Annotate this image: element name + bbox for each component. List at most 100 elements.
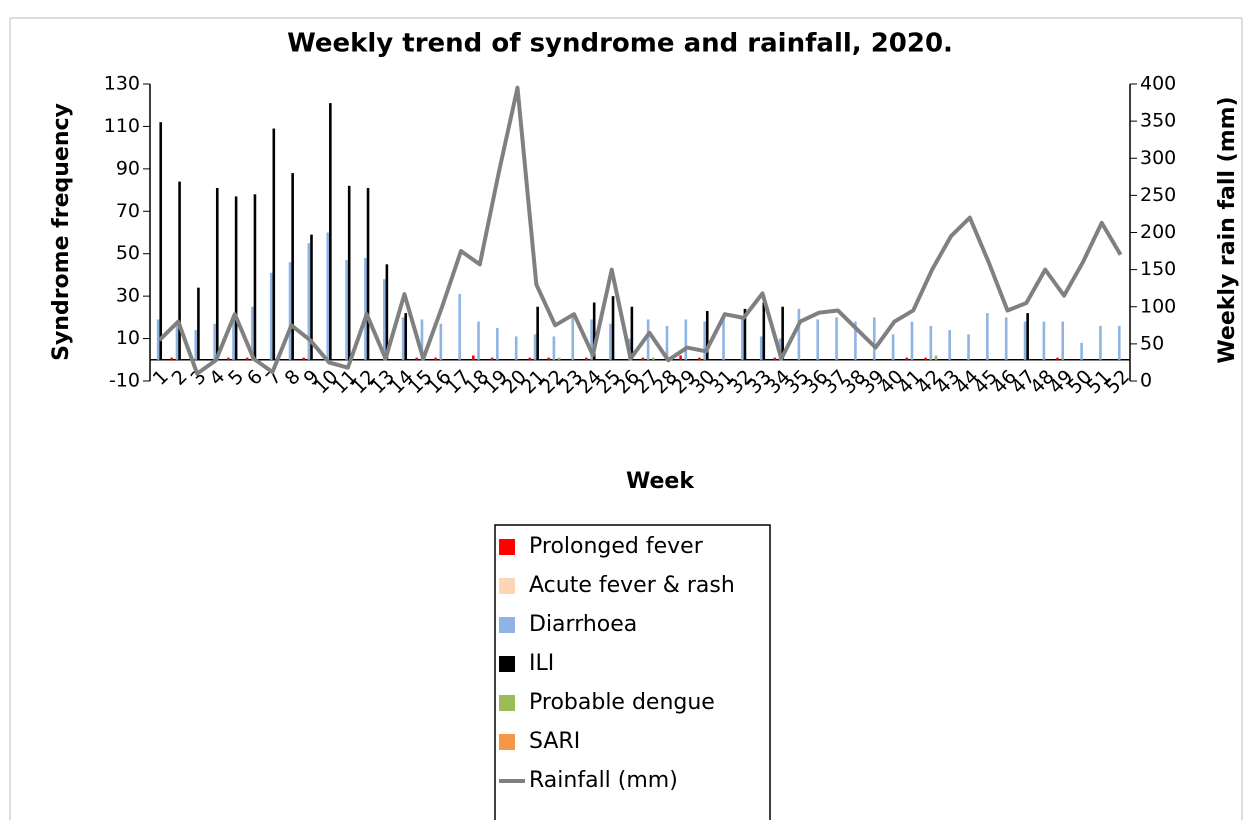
y2-tick-label: 350 <box>1140 110 1176 132</box>
bar <box>1061 321 1065 360</box>
legend-label: Prolonged fever <box>529 534 704 559</box>
bar <box>1080 342 1083 360</box>
y-tick-label: 30 <box>116 285 140 307</box>
legend-swatch <box>499 734 515 750</box>
legend-label: SARI <box>529 729 580 754</box>
bar <box>434 357 437 360</box>
bar <box>415 357 419 360</box>
bar <box>272 128 276 360</box>
bar <box>571 317 575 360</box>
bar <box>213 323 216 360</box>
bar <box>816 319 820 360</box>
bar <box>170 357 174 360</box>
bar <box>345 260 348 360</box>
y2-tick-label: 250 <box>1140 184 1176 206</box>
y-tick-label: 70 <box>116 200 140 222</box>
bar <box>366 187 370 360</box>
bar <box>364 257 367 360</box>
legend-swatch <box>499 539 515 555</box>
bar <box>251 306 254 360</box>
bar <box>245 357 249 360</box>
bar <box>703 321 706 360</box>
y-tick-label: 50 <box>116 242 140 264</box>
bar <box>404 313 408 360</box>
bar <box>490 357 494 360</box>
y-tick-label: 90 <box>116 157 140 179</box>
y-tick-label: 110 <box>104 115 140 137</box>
legend-label: Acute fever & rash <box>529 573 735 598</box>
bar <box>641 357 645 360</box>
bar <box>291 173 294 360</box>
bar <box>514 336 518 360</box>
legend-label: ILI <box>529 651 554 676</box>
bar <box>1004 317 1008 360</box>
bar <box>533 334 537 360</box>
legend-label: Rainfall (mm) <box>529 768 678 793</box>
bar <box>472 355 475 360</box>
bar <box>232 317 235 360</box>
y2-tick-label: 50 <box>1140 332 1164 354</box>
y2-axis-title: Weekly rain fall (mm) <box>1215 96 1240 363</box>
bar <box>1056 357 1059 360</box>
y-tick-label: 130 <box>104 73 140 95</box>
bar <box>156 319 160 360</box>
bar <box>743 308 747 360</box>
legend-label: Probable dengue <box>529 690 715 715</box>
bar <box>652 357 655 360</box>
bar <box>547 357 550 360</box>
y-tick-label: 10 <box>116 327 140 349</box>
bar <box>762 302 766 360</box>
bar <box>420 319 424 360</box>
bar <box>835 317 838 360</box>
bar <box>159 122 163 360</box>
bar <box>891 334 895 360</box>
bar <box>326 232 330 360</box>
bar <box>924 357 927 360</box>
bar <box>705 310 709 360</box>
y2-tick-label: 200 <box>1140 221 1176 243</box>
bar <box>552 336 556 360</box>
bar <box>1026 313 1029 360</box>
bar <box>910 321 914 360</box>
bar <box>609 323 612 360</box>
bar <box>496 327 499 360</box>
bar <box>781 306 784 360</box>
bar <box>986 313 989 360</box>
bar <box>347 185 351 360</box>
bar <box>557 357 561 360</box>
bar <box>1042 321 1046 360</box>
y-tick-label: -10 <box>109 370 140 392</box>
bar <box>905 357 909 360</box>
bar <box>854 321 857 360</box>
bar <box>253 194 257 360</box>
bar <box>477 321 480 360</box>
y2-tick-label: 300 <box>1140 147 1176 169</box>
rainfall-line <box>158 85 1123 376</box>
bar <box>698 357 701 360</box>
bar <box>1023 321 1027 360</box>
y2-tick-label: 150 <box>1140 258 1176 280</box>
bar <box>307 243 311 360</box>
bar <box>197 287 200 360</box>
y2-tick-label: 100 <box>1140 295 1176 317</box>
bar <box>382 279 386 360</box>
bar <box>722 317 725 360</box>
bar <box>592 302 596 360</box>
bar <box>665 325 669 360</box>
bar <box>439 323 443 360</box>
bar <box>302 357 305 360</box>
bar <box>385 264 389 360</box>
bar <box>741 319 744 360</box>
bar <box>234 196 238 360</box>
bar <box>684 319 688 360</box>
y2-tick-label: 400 <box>1140 73 1176 95</box>
bar <box>528 357 532 360</box>
y2-tick-label: 0 <box>1140 370 1152 392</box>
bar <box>329 103 332 360</box>
legend-swatch <box>499 578 515 594</box>
bar <box>590 319 593 360</box>
bar <box>178 181 181 360</box>
bar <box>458 294 461 360</box>
